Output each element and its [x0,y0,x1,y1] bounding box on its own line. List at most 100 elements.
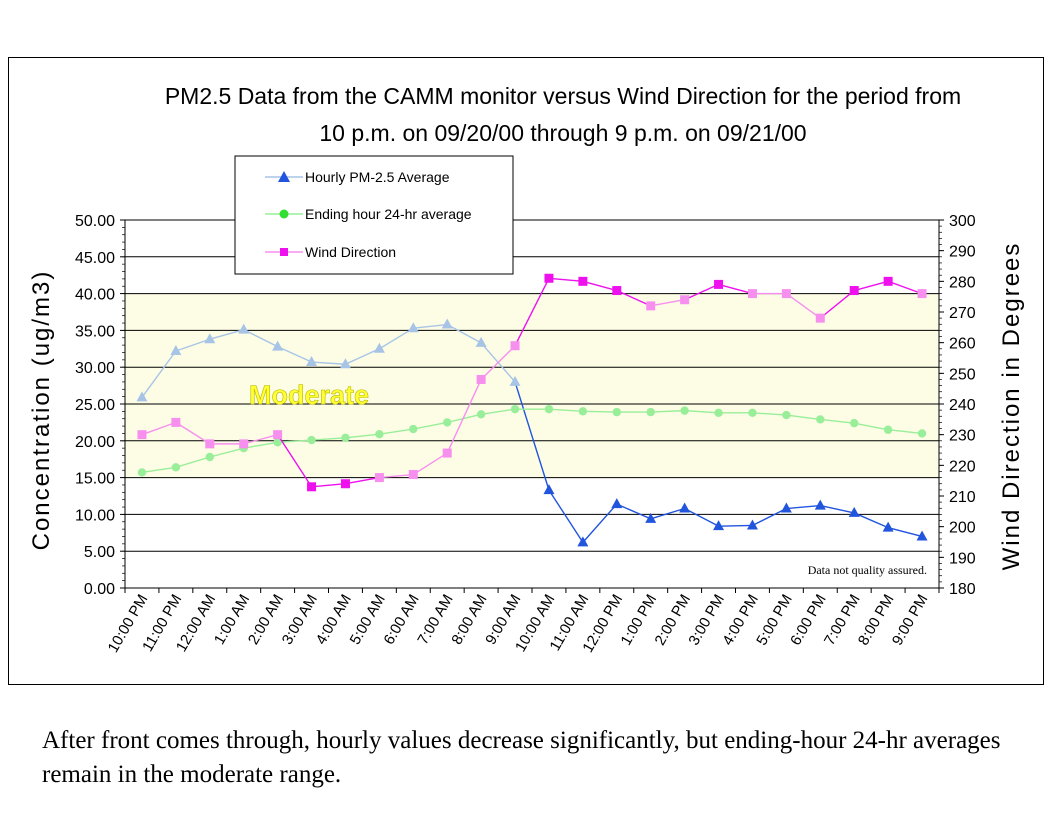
data-point-hourly [882,521,894,532]
left-axis: 0.00 5.00 10.00 15.00 20.00 25.00 30.00 35.00 40… [75,213,125,598]
data-point-hourly [746,519,758,530]
series-segment [650,507,685,520]
data-point-wind [476,374,486,384]
y-tick-label: 15.00 [75,471,115,488]
data-point-wind [680,295,690,305]
y2-tick-label: 210 [949,489,976,506]
data-point-24hr [273,438,282,447]
series-segment [752,507,787,527]
series-segment [820,504,855,514]
series-segment [175,456,210,468]
series-segment [277,434,313,488]
series-segment [345,433,380,439]
data-point-wind [239,439,249,449]
series-segment [582,280,617,292]
series-segment [853,512,889,529]
data-point-hourly [306,356,318,367]
series-segment [650,409,685,413]
series-segment [379,327,414,350]
y2-tick-label: 190 [949,550,976,567]
series-segment [887,526,923,538]
series-segment [243,441,278,449]
series-segment [514,277,550,347]
series-segment [888,429,923,435]
pm25-chart: PM2.5 Data from the CAMM monitor versus … [28,83,1025,656]
data-point-24hr [680,406,689,415]
data-point-hourly [916,530,928,541]
gridlines [125,219,939,589]
series-segment [684,283,719,301]
data-point-hourly [272,340,284,351]
y-tick-label: 20.00 [75,434,115,451]
moderate-band [125,293,939,478]
data-point-wind [883,276,893,286]
right-axis: 180 190 200 210 220 230 240 250 260 270 280 290 300 [939,213,976,598]
legend-item-wind: Wind Direction [265,244,396,260]
series-wind-direction [137,273,927,492]
series-segment [548,408,583,413]
series-segment [684,409,719,414]
series-segment [582,503,618,543]
legend-label-hourly: Hourly PM-2.5 Average [305,169,450,185]
series-segment [446,323,482,344]
series-segment [413,421,448,430]
chart-title-line-2: 10 p.m. on 09/20/00 through 9 p.m. on 09… [319,120,806,146]
y-tick-label: 40.00 [75,287,115,304]
series-segment [141,421,177,436]
data-point-wind [646,301,656,311]
data-point-wind [781,289,791,299]
series-segment [447,413,482,424]
data-point-hourly [238,323,250,334]
y2-tick-label: 300 [949,213,976,230]
legend-marker-square [280,248,288,256]
data-point-wind [510,341,520,351]
data-point-hourly [780,502,792,513]
series-segment [175,421,211,445]
data-point-24hr [307,435,316,445]
data-point-wind [408,470,418,480]
data-point-hourly [509,375,521,386]
data-point-wind [273,430,283,440]
data-point-wind [442,448,452,458]
data-point-24hr [816,415,825,424]
data-point-hourly [645,512,657,523]
data-point-hourly [713,520,725,531]
series-segment [887,280,923,295]
y2-axis-title: Wind Direction in Degrees [998,242,1025,571]
series-segment [786,414,821,421]
series-segment [819,289,855,319]
data-point-24hr [646,407,655,417]
data-point-hourly [136,391,148,402]
series-segment [379,428,414,435]
y-tick-label: 50.00 [75,213,115,230]
data-point-hourly [848,506,860,517]
moderate-band-label: Moderate [249,380,369,410]
y-tick-label: 35.00 [75,323,115,340]
data-point-wind [544,273,554,283]
data-point-24hr [883,425,893,434]
legend-label-wind: Wind Direction [305,244,396,260]
y-tick-label: 10.00 [75,507,115,524]
series-segment [514,381,550,491]
caption: After front comes through, hourly values… [42,727,1001,788]
data-point-wind [612,286,622,296]
legend-item-hourly: Hourly PM-2.5 Average [265,169,450,185]
data-point-wind [205,439,215,449]
data-point-24hr [341,433,350,443]
data-point-wind [815,313,825,323]
data-point-24hr [917,429,927,438]
y-tick-label: 25.00 [75,397,115,414]
y-tick-label: 0.00 [84,581,115,598]
series-segment [243,329,278,348]
legend-marker-triangle [278,171,290,182]
data-point-hourly [170,345,182,356]
data-point-hourly [577,536,589,547]
data-point-hourly [814,499,826,510]
data-point-wind [714,279,724,289]
series-segment [412,452,448,476]
data-point-wind [374,473,384,483]
series-segment [548,277,583,283]
data-point-wind [747,289,757,299]
series-segment [141,466,176,474]
series-segment [854,280,889,292]
